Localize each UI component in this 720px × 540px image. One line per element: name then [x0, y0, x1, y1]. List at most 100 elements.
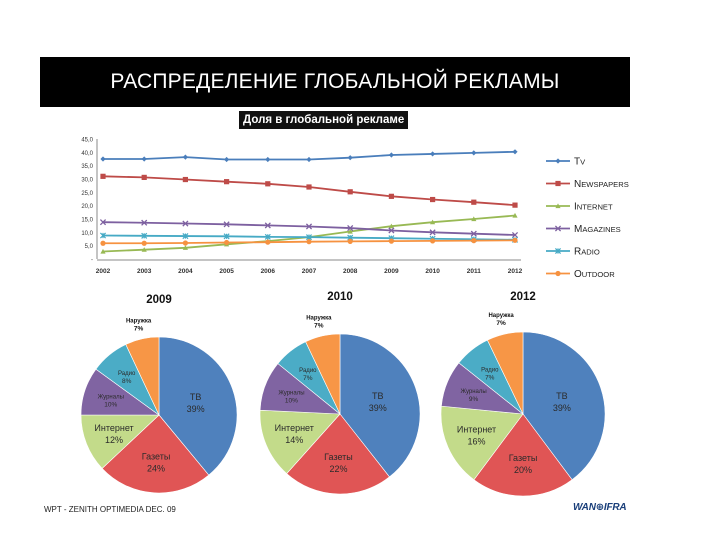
pie-value-интернет: 14% [285, 435, 303, 445]
data-point-magazines [470, 230, 477, 237]
x-tick-label: 2008 [343, 268, 358, 275]
y-tick-label: 5,0 [85, 244, 94, 250]
pie-label-тв: ТВ [556, 391, 568, 401]
y-tick-label: - [91, 258, 93, 264]
data-point-magazines [141, 219, 148, 226]
data-point-magazines [511, 231, 519, 239]
legend-marker-magazines [554, 225, 562, 232]
y-tick-label: 40,0 [81, 151, 93, 157]
series-tv [100, 149, 518, 163]
legend-item-outdoor: OUTDOOR [546, 269, 615, 280]
data-point-outdoor [512, 237, 518, 243]
legend-label-internet: INTERNET [574, 202, 613, 213]
y-tick-label: 35,0 [81, 164, 93, 170]
pie-value-тв: 39% [369, 403, 387, 413]
legend-item-internet: INTERNET [546, 202, 613, 213]
legend-label-newspapers: NEWSPAPERS [574, 179, 629, 190]
pie-title: 2009 [146, 294, 172, 306]
pie-value-радио: 7% [303, 375, 313, 382]
pie-label-радио: Радио [118, 371, 136, 377]
legend-label-tv: TV [574, 157, 586, 168]
y-tick-label: 45,0 [81, 138, 93, 144]
data-point-outdoor [306, 239, 312, 245]
pie-label-радио: Радио [299, 368, 317, 374]
legend-item-radio: RADIO [546, 247, 600, 258]
legend-item-tv: TV [546, 157, 586, 168]
data-point-radio [141, 232, 148, 239]
data-point-internet [100, 248, 106, 254]
legend-marker-radio [554, 247, 562, 255]
pie-value-журналы: 9% [469, 396, 479, 403]
x-tick-label: 2004 [178, 268, 193, 275]
x-tick-label: 2012 [508, 268, 523, 275]
data-point-magazines [182, 220, 189, 227]
pie-value-наружка: 7% [314, 322, 324, 329]
data-point-newspapers [512, 202, 518, 208]
pie-label-наружка: Наружка [488, 313, 514, 319]
series-outdoor [100, 237, 518, 246]
legend-item-newspapers: NEWSPAPERS [546, 179, 629, 190]
data-point-internet [347, 228, 353, 234]
data-point-internet [182, 245, 188, 250]
pie-value-газеты: 22% [329, 464, 347, 474]
series-magazines [99, 219, 519, 239]
pie-value-газеты: 20% [514, 465, 532, 475]
y-tick-label: 25,0 [81, 191, 93, 197]
data-point-internet [141, 247, 147, 252]
pie-label-наружка: Наружка [306, 315, 332, 321]
data-point-tv [265, 156, 271, 163]
pie-slice-наружка [487, 331, 524, 415]
y-tick-label: 30,0 [81, 178, 93, 184]
series-newspapers [100, 173, 518, 208]
data-point-tv [306, 156, 312, 163]
data-point-tv [182, 154, 188, 160]
source-note: WPT - ZENITH OPTIMEDIA DEC. 09 [44, 505, 176, 514]
pie-value-наружка: 7% [496, 320, 506, 327]
pie-slice-интернет [259, 409, 341, 475]
data-point-tv [430, 151, 436, 157]
data-point-outdoor [100, 240, 106, 246]
data-point-newspapers [430, 196, 436, 203]
data-point-magazines [305, 223, 313, 230]
data-point-tv [512, 149, 518, 155]
pie-label-интернет: Интернет [457, 425, 496, 435]
chart-subtitle: Доля в глобальной рекламе [239, 111, 409, 129]
data-point-outdoor [430, 238, 436, 244]
page-title: РАСПРЕДЕЛЕНИЕ ГЛОБАЛЬНОЙ РЕКЛАМЫ [40, 57, 630, 107]
data-point-radio [99, 232, 107, 239]
x-tick-label: 2010 [425, 268, 440, 275]
data-point-tv [141, 156, 147, 162]
data-point-magazines [429, 229, 436, 236]
pie-label-интернет: Интернет [94, 423, 133, 433]
data-point-radio [223, 233, 230, 240]
legend-label-radio: RADIO [574, 247, 600, 258]
data-point-radio [305, 234, 313, 241]
data-point-outdoor [182, 240, 188, 246]
pie-label-газеты: Газеты [509, 453, 538, 463]
pie-label-тв: ТВ [190, 392, 202, 402]
data-point-outdoor [265, 239, 271, 245]
data-point-newspapers [347, 189, 353, 195]
data-point-radio [264, 233, 271, 240]
pie-slice-газеты [286, 413, 390, 495]
data-point-outdoor [224, 239, 230, 246]
legend-marker-newspapers [555, 180, 561, 187]
data-point-newspapers [100, 173, 106, 179]
pie-label-газеты: Газеты [324, 452, 353, 462]
data-point-tv [471, 150, 477, 156]
pie-value-журналы: 10% [104, 401, 117, 408]
data-point-internet [512, 212, 518, 218]
pie-slice-наружка [305, 333, 341, 415]
data-point-newspapers [141, 174, 147, 180]
data-point-tv [388, 152, 394, 158]
pie-value-тв: 39% [553, 403, 571, 413]
pie-label-наружка: Наружка [126, 319, 152, 325]
pie-slice-наружка [125, 336, 160, 416]
pie-slice-интернет [440, 405, 524, 481]
x-tick-label: 2005 [219, 268, 234, 275]
pie-slice-тв [522, 331, 606, 481]
data-point-internet [471, 216, 477, 222]
data-point-internet [388, 223, 394, 229]
